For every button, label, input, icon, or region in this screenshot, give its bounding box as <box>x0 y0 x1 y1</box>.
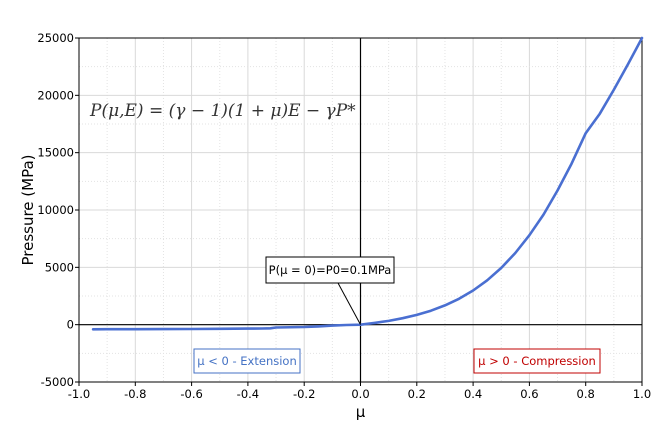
compression-box <box>473 348 601 374</box>
x-axis-label: μ <box>356 403 366 421</box>
y-tick-label: 5000 <box>45 260 74 274</box>
x-tick-labels: -1.0 -0.8 -0.6 -0.4 -0.2 0.0 0.2 0.4 0.6 0.8 1.0 <box>68 382 651 401</box>
y-tick-label: 20000 <box>37 88 74 102</box>
x-tick-label: 0.6 <box>520 387 538 401</box>
point-annotation-box <box>265 256 395 284</box>
x-tick-label: -0.6 <box>180 387 202 401</box>
series-line-pressure <box>91 36 644 331</box>
extension-box <box>193 348 301 374</box>
x-tick-label: -1.0 <box>68 387 90 401</box>
compression-label: μ > 0 - Compression <box>478 354 596 368</box>
y-tick-label: 10000 <box>37 203 74 217</box>
y-tick-label: 15000 <box>37 146 74 160</box>
x-tick-label: 1.0 <box>633 387 651 401</box>
formula-annotation: P(μ,E) = (γ − 1)(1 + μ)E − γP* <box>89 101 356 121</box>
x-tick-label: -0.8 <box>124 387 146 401</box>
point-annotation-label: P(μ = 0)=P0=0.1MPa <box>269 263 392 277</box>
y-axis-label: Pressure (MPa) <box>19 154 37 265</box>
x-tick-label: -0.4 <box>237 387 259 401</box>
y-tick-label: 0 <box>67 318 74 332</box>
annotation-leader-line <box>337 282 361 325</box>
x-tick-label: 0.2 <box>408 387 426 401</box>
y-tick-labels: -5000 0 5000 10000 15000 20000 25000 <box>37 31 79 389</box>
x-tick-label: 0.4 <box>464 387 482 401</box>
y-tick-label: 25000 <box>37 31 74 45</box>
x-tick-label: 0.0 <box>351 387 369 401</box>
x-tick-label: -0.2 <box>293 387 315 401</box>
extension-label: μ < 0 - Extension <box>197 354 297 368</box>
x-tick-label: 0.8 <box>577 387 595 401</box>
y-tick-label: -5000 <box>41 375 74 389</box>
